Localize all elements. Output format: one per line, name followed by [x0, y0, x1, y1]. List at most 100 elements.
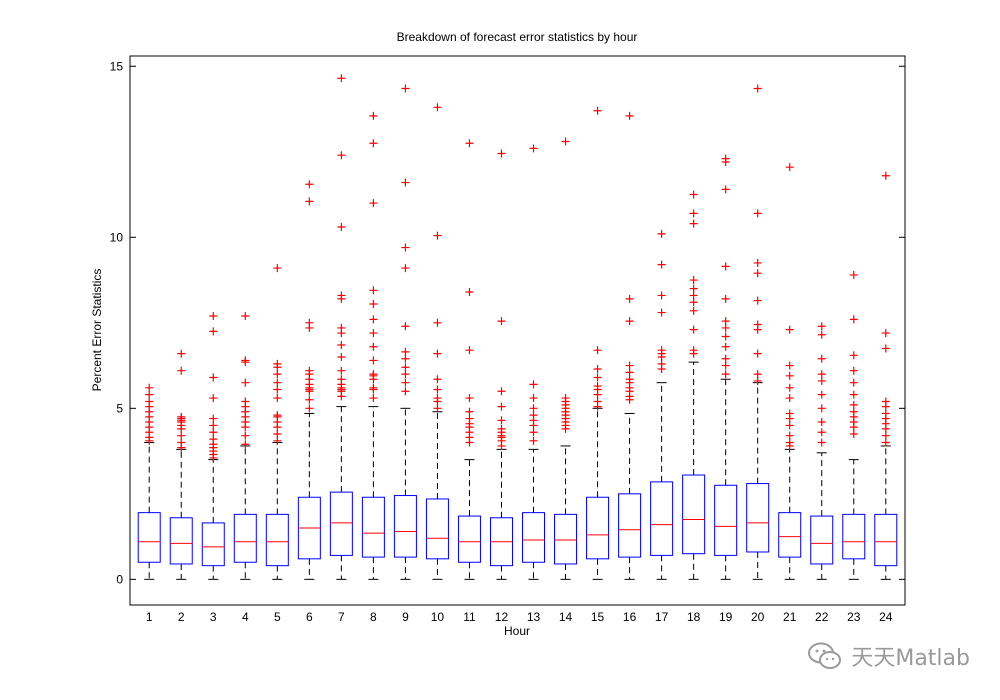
outlier-marker: [817, 404, 826, 413]
outlier-marker: [881, 171, 890, 180]
outlier-marker: [337, 223, 346, 232]
outlier-marker: [369, 356, 378, 365]
iqr-box: [810, 515, 834, 565]
x-tick-label: 11: [463, 610, 476, 624]
outlier-marker: [241, 440, 250, 449]
outlier-marker: [241, 311, 250, 320]
outlier-marker: [689, 190, 698, 199]
x-tick-label: 15: [591, 610, 605, 624]
box-hour-19: [714, 154, 738, 580]
x-tick-label: 5: [274, 610, 281, 624]
outlier-marker: [465, 394, 474, 403]
outlier-marker: [401, 178, 410, 187]
outlier-marker: [721, 361, 730, 370]
outlier-marker: [721, 342, 730, 351]
outlier-marker: [209, 421, 218, 430]
box-hour-11: [457, 139, 481, 580]
box-hour-23: [842, 270, 866, 580]
outlier-marker: [305, 318, 314, 327]
x-tick-label: 4: [242, 610, 249, 624]
outlier-marker: [337, 74, 346, 83]
outlier-marker: [689, 306, 698, 315]
outlier-marker: [625, 111, 634, 120]
x-tick-label: 20: [751, 610, 765, 624]
outlier-marker: [753, 349, 762, 358]
outlier-marker: [273, 264, 282, 273]
outlier-marker: [369, 370, 378, 379]
outlier-marker: [273, 436, 282, 445]
outlier-marker: [305, 197, 314, 206]
outlier-marker: [433, 394, 442, 403]
outlier-marker: [849, 378, 858, 387]
iqr-box: [137, 512, 161, 563]
outlier-marker: [401, 347, 410, 356]
outlier-marker: [689, 219, 698, 228]
outlier-marker: [881, 397, 890, 406]
y-tick-label: 0: [116, 572, 123, 586]
outlier-marker: [689, 284, 698, 293]
iqr-box: [522, 512, 546, 563]
iqr-box: [169, 517, 193, 565]
box-hour-2: [169, 349, 193, 580]
outlier-marker: [881, 409, 890, 418]
outlier-marker: [721, 294, 730, 303]
outlier-marker: [401, 322, 410, 331]
box-hour-6: [297, 180, 321, 580]
outlier-marker: [785, 431, 794, 440]
outlier-marker: [689, 276, 698, 285]
box-hour-17: [650, 229, 674, 580]
outlier-marker: [593, 364, 602, 373]
outlier-marker: [177, 438, 186, 447]
outlier-marker: [657, 260, 666, 269]
box-hour-4: [233, 311, 257, 580]
outlier-marker: [529, 404, 538, 413]
outlier-marker: [465, 407, 474, 416]
outlier-marker: [241, 397, 250, 406]
outlier-marker: [593, 373, 602, 382]
outlier-marker: [369, 139, 378, 148]
box-hour-5: [265, 264, 289, 580]
outlier-marker: [561, 394, 570, 403]
outlier-marker: [721, 323, 730, 332]
outlier-marker: [753, 209, 762, 218]
outlier-marker: [337, 375, 346, 384]
outlier-marker: [337, 366, 346, 375]
outlier-marker: [689, 209, 698, 218]
outlier-marker: [817, 330, 826, 339]
outlier-marker: [785, 325, 794, 334]
outlier-marker: [689, 291, 698, 300]
box-hour-13: [522, 144, 546, 580]
outlier-marker: [753, 370, 762, 379]
outlier-marker: [369, 315, 378, 324]
outlier-marker: [849, 351, 858, 360]
box-hour-7: [329, 74, 353, 580]
iqr-box: [874, 513, 898, 567]
x-tick-label: 13: [527, 610, 541, 624]
outlier-marker: [241, 356, 250, 365]
outlier-marker: [721, 262, 730, 271]
outlier-marker: [209, 435, 218, 444]
iqr-box: [201, 522, 225, 567]
outlier-marker: [529, 411, 538, 420]
outlier-marker: [401, 84, 410, 93]
y-tick-label: 10: [110, 230, 124, 244]
iqr-box: [457, 515, 481, 563]
outlier-marker: [177, 412, 186, 421]
outlier-marker: [337, 353, 346, 362]
outlier-marker: [657, 346, 666, 355]
x-tick-label: 16: [623, 610, 637, 624]
outlier-marker: [369, 394, 378, 403]
outlier-marker: [209, 327, 218, 336]
outlier-marker: [401, 264, 410, 273]
box-hour-16: [618, 111, 642, 580]
outlier-marker: [209, 428, 218, 437]
box-hour-21: [778, 163, 802, 580]
outlier-marker: [209, 373, 218, 382]
iqr-box: [265, 513, 289, 567]
outlier-marker: [401, 243, 410, 252]
box-hour-12: [489, 149, 513, 580]
outlier-marker: [433, 349, 442, 358]
outlier-marker: [433, 404, 442, 413]
outlier-marker: [593, 346, 602, 355]
iqr-box: [361, 496, 385, 558]
